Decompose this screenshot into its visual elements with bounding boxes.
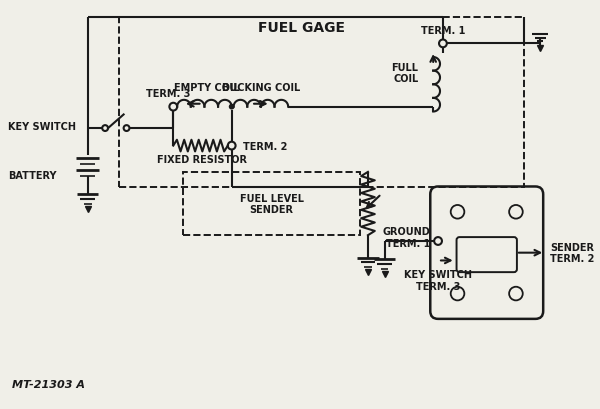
Text: TERM. 1: TERM. 1	[421, 26, 465, 36]
Text: BATTERY: BATTERY	[8, 171, 56, 180]
Text: SENDER
TERM. 2: SENDER TERM. 2	[550, 242, 595, 264]
Text: FIXED RESISTOR: FIXED RESISTOR	[157, 155, 247, 165]
Text: BUCKING COIL: BUCKING COIL	[222, 83, 300, 93]
Text: TERM. 3: TERM. 3	[146, 89, 191, 99]
Text: GROUND
TERM. 1: GROUND TERM. 1	[383, 227, 430, 248]
Bar	[183, 173, 360, 236]
Text: MT-21303 A: MT-21303 A	[11, 379, 85, 389]
Text: FULL
COIL: FULL COIL	[392, 63, 419, 84]
Text: FUEL GAGE: FUEL GAGE	[258, 21, 345, 35]
Text: TERM. 2: TERM. 2	[244, 141, 288, 151]
Text: FUEL LEVEL
SENDER: FUEL LEVEL SENDER	[239, 193, 304, 215]
Text: KEY SWITCH
TERM. 3: KEY SWITCH TERM. 3	[404, 270, 472, 291]
Text: EMPTY COIL: EMPTY COIL	[175, 83, 240, 93]
Text: KEY SWITCH: KEY SWITCH	[8, 122, 76, 132]
Bar	[119, 18, 524, 188]
Circle shape	[229, 104, 235, 110]
